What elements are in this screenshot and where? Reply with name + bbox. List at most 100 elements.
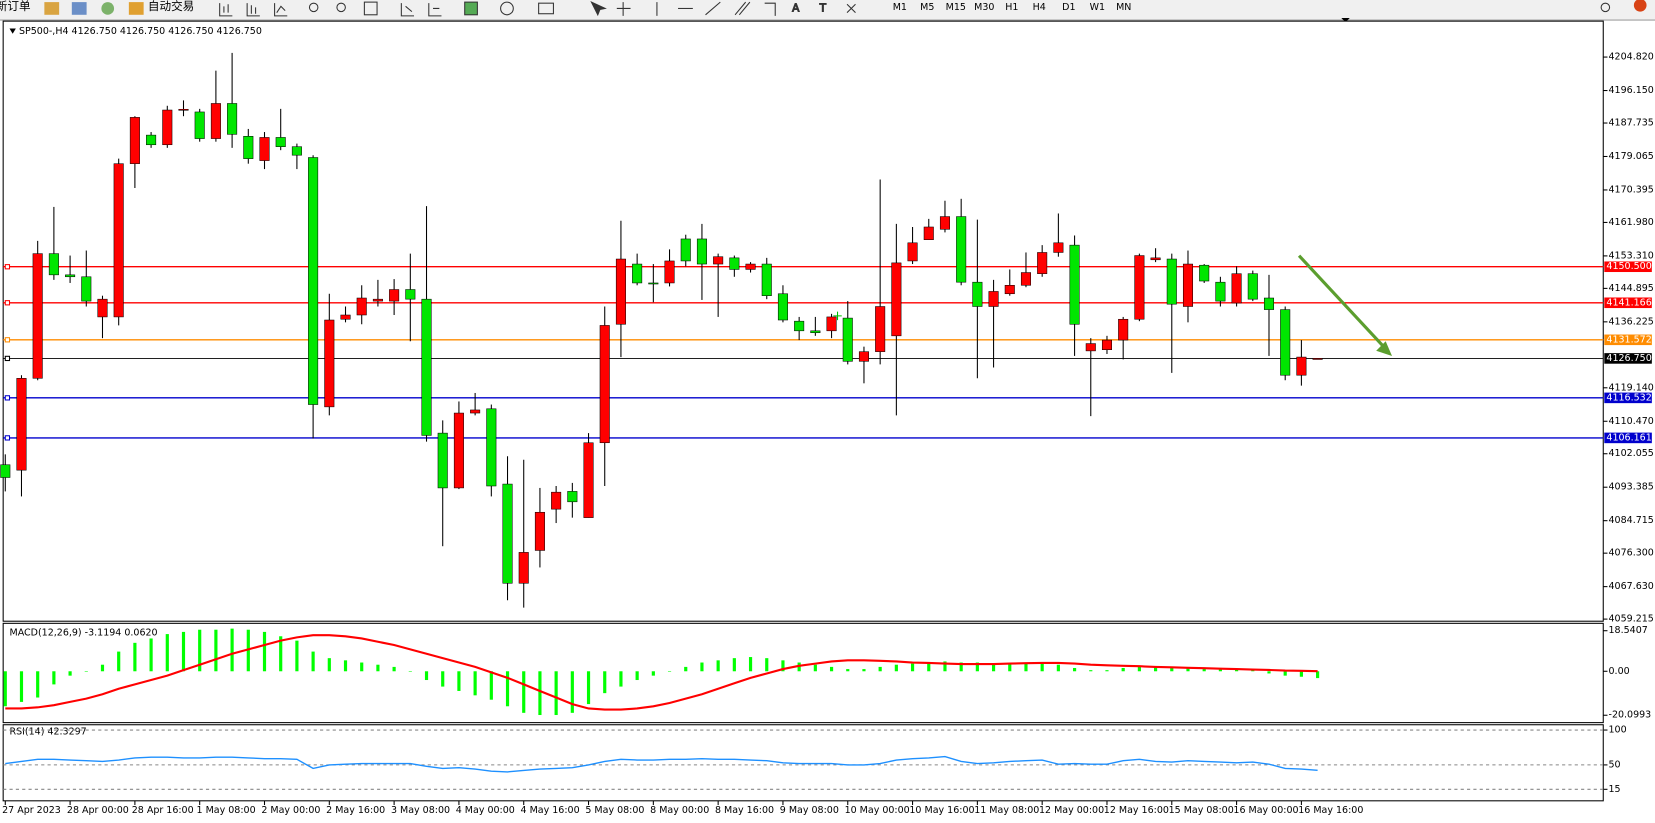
candle-body [615, 258, 626, 325]
price-label-box [1604, 392, 1652, 404]
new-order-button[interactable]: 新订单 [0, 0, 31, 13]
x-tick-label: 8 May 00:00 [650, 805, 709, 816]
candle-body [1037, 252, 1048, 274]
macd-bar [684, 666, 688, 672]
macd-bar [84, 671, 88, 672]
signal-line [5, 634, 1318, 711]
timeframe-button[interactable]: M5 [920, 2, 934, 13]
price-label: 4131.572 [1606, 334, 1651, 345]
macd-bar [943, 661, 947, 672]
candle-body [729, 257, 740, 270]
macd-bar [975, 662, 979, 672]
candle-body [405, 289, 416, 300]
y-tick-label: 4170.395 [1609, 184, 1654, 195]
price-line-handle [4, 355, 11, 362]
y-tick-label: -20.0993 [1609, 710, 1652, 721]
candle-body [1199, 264, 1210, 282]
macd-bar [538, 671, 542, 716]
macd-bar [862, 669, 866, 672]
macd-bar [1072, 667, 1077, 672]
price-label-box [1604, 432, 1652, 444]
candle-body [1247, 273, 1258, 300]
timeframe-button[interactable]: H4 [1033, 2, 1046, 13]
timeframe-button[interactable]: W1 [1090, 2, 1105, 13]
candle-body [1085, 343, 1096, 352]
candle-body [437, 432, 448, 489]
macd-bar [100, 664, 105, 672]
macd-bar [1186, 667, 1190, 672]
timeframe-button[interactable]: H1 [1005, 2, 1018, 13]
auto-trading-button[interactable]: 自动交易 [148, 0, 194, 13]
macd-bar [1154, 666, 1158, 672]
menu-arrow[interactable] [9, 28, 16, 34]
candle-body [794, 320, 805, 332]
candle-body [194, 111, 205, 139]
shift-marker [1341, 17, 1350, 23]
candle-body [97, 298, 108, 318]
candle-body [842, 317, 853, 362]
macd-bar [651, 671, 655, 676]
candle-body [32, 253, 43, 379]
macd-bar [376, 664, 380, 672]
candle-body [1166, 258, 1177, 305]
search-icon[interactable] [1600, 2, 1611, 13]
y-tick-label: 100 [1609, 725, 1627, 736]
y-tick-label: 4161.980 [1609, 217, 1654, 228]
x-tick-label: 10 May 16:00 [909, 805, 974, 816]
price-line-handle [4, 395, 11, 401]
timeframe-button[interactable]: D1 [1062, 2, 1075, 13]
price-line-handle [4, 300, 11, 306]
candle-body [534, 511, 545, 551]
timeframe-button[interactable]: M15 [946, 2, 966, 13]
candle-body [65, 274, 76, 278]
toolbar [0, 0, 1655, 21]
candle-body [502, 483, 513, 584]
rsi-title: RSI(14) 42.3297 [10, 727, 87, 738]
macd-bar [1105, 670, 1109, 672]
timeframe-button[interactable]: M30 [974, 2, 994, 13]
x-tick-label: 11 May 08:00 [974, 805, 1039, 816]
candle-body [324, 319, 335, 408]
macd-bar [36, 671, 40, 698]
y-tick-label: 4076.300 [1609, 548, 1654, 559]
macd-bar [489, 671, 493, 700]
icon[interactable] [128, 2, 144, 15]
macd-bar [214, 629, 218, 672]
macd-bar [262, 631, 267, 672]
price-label-box [1604, 353, 1652, 364]
x-tick-label: 10 May 00:00 [845, 805, 910, 816]
notification-icon[interactable] [1633, 0, 1647, 12]
macd-bar [959, 662, 963, 672]
macd-bar [1283, 671, 1287, 676]
timeframe-button[interactable]: M1 [893, 2, 907, 13]
icon[interactable] [44, 2, 60, 15]
macd-bar [991, 663, 996, 672]
candle-body [1053, 242, 1064, 253]
timeframe-button[interactable]: MN [1116, 2, 1131, 13]
macd-bar [279, 636, 283, 672]
x-tick-label: 12 May 16:00 [1104, 805, 1169, 816]
macd-bar [505, 671, 510, 707]
icon[interactable] [101, 2, 115, 15]
x-tick-label: 5 May 08:00 [585, 805, 644, 816]
candle-body [356, 297, 367, 316]
y-tick-label: 4059.215 [1609, 614, 1654, 625]
macd-bar [765, 658, 769, 672]
candle-body [664, 260, 675, 284]
macd-bar [635, 671, 639, 681]
macd-panel [2, 622, 1604, 724]
candle-body [648, 282, 659, 285]
candle-body [907, 242, 918, 262]
macd-bar [1024, 663, 1028, 672]
candle-body [0, 464, 11, 478]
x-tick-label: 27 Apr 2023 [2, 805, 61, 816]
candle-body [291, 146, 302, 156]
macd-bar [554, 671, 558, 716]
candle-body [956, 216, 967, 283]
macd-bar [797, 662, 801, 672]
macd-bar [570, 671, 574, 713]
icon[interactable] [71, 2, 87, 15]
macd-bar [522, 671, 526, 713]
price-label-box [1604, 261, 1652, 273]
